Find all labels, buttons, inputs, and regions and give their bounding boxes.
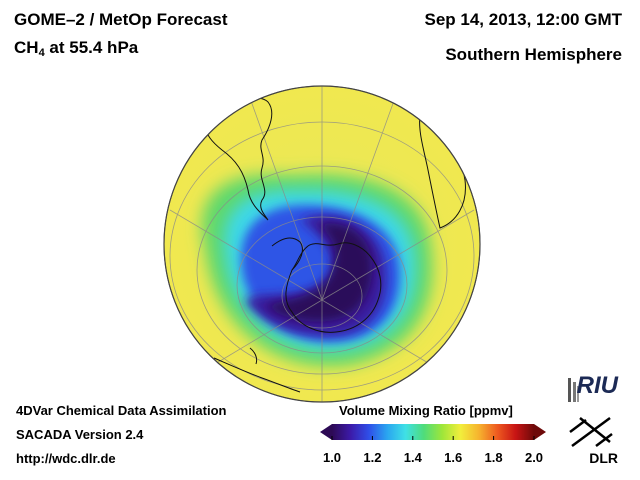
colorbar-tick-label: 1.0 bbox=[322, 450, 342, 465]
colorbar-tick-label: 1.6 bbox=[444, 450, 463, 465]
antarctica-coast bbox=[285, 242, 382, 333]
dlr-logo-text: DLR bbox=[589, 450, 618, 466]
graticule bbox=[169, 86, 475, 402]
new-zealand-coast bbox=[249, 347, 258, 365]
colorbar-low-arrow bbox=[320, 424, 332, 440]
map-title: GOME–2 / MetOp Forecast bbox=[14, 10, 228, 29]
pressure-level: at 55.4 hPa bbox=[44, 38, 139, 57]
riu-logo-text: RIU bbox=[576, 372, 618, 399]
hemisphere-label: Southern Hemisphere bbox=[445, 45, 622, 64]
field-dark-core bbox=[265, 223, 373, 322]
forecast-datetime: Sep 14, 2013, 12:00 GMT bbox=[424, 10, 623, 29]
footer-line-2: SACADA Version 2.4 bbox=[16, 427, 144, 442]
australia-coast bbox=[213, 357, 301, 393]
colorbar-high-arrow bbox=[534, 424, 546, 440]
species-name: CH bbox=[14, 38, 39, 57]
colorbar-gradient bbox=[332, 424, 534, 440]
colorbar-tick-label: 1.4 bbox=[403, 450, 422, 465]
colorbar-tick-label: 1.8 bbox=[484, 450, 503, 465]
south-america-coast bbox=[204, 97, 273, 221]
colorbar-title: Volume Mixing Ratio [ppmv] bbox=[339, 403, 513, 418]
colorbar-tick-label: 2.0 bbox=[524, 450, 544, 465]
species-label: CH4 at 55.4 hPa bbox=[14, 38, 138, 59]
footer-url[interactable]: http://wdc.dlr.de bbox=[16, 451, 116, 466]
colorbar bbox=[320, 424, 546, 440]
species-subscript: 4 bbox=[38, 47, 45, 59]
dlr-logo-icon bbox=[569, 416, 613, 448]
footer-line-1: 4DVar Chemical Data Assimilation bbox=[16, 403, 227, 418]
colorbar-tick-label: 1.2 bbox=[363, 450, 382, 465]
antarctic-peninsula bbox=[271, 237, 303, 271]
riu-logo-icon bbox=[568, 378, 579, 402]
